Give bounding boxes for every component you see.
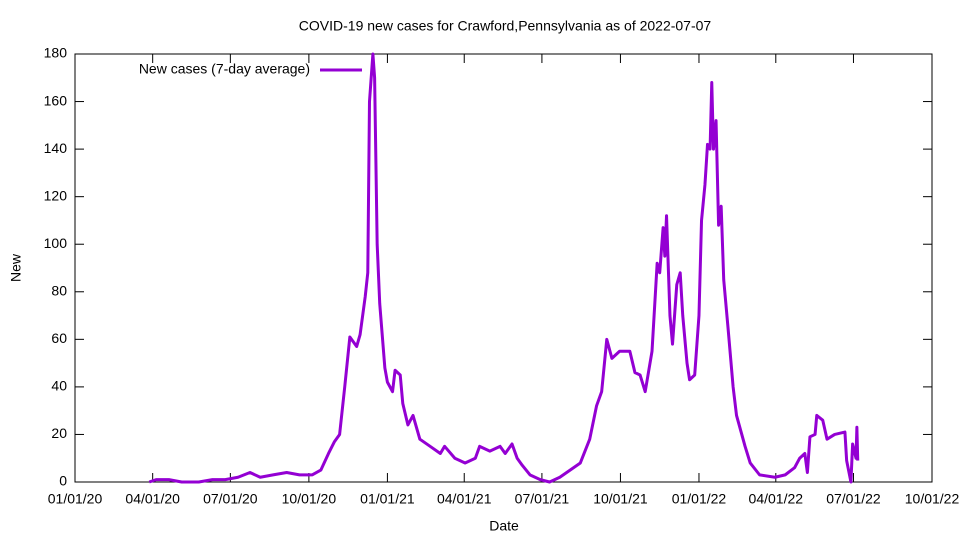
y-tick-label: 60 bbox=[51, 330, 67, 346]
x-tick-label: 10/01/22 bbox=[905, 491, 960, 507]
legend-label: New cases (7-day average) bbox=[139, 61, 310, 77]
y-tick-label: 180 bbox=[44, 45, 68, 61]
y-axis-label: New bbox=[8, 253, 24, 282]
x-tick-label: 07/01/22 bbox=[826, 491, 881, 507]
chart-title: COVID-19 new cases for Crawford,Pennsylv… bbox=[299, 18, 712, 34]
x-tick-label: 04/01/20 bbox=[125, 491, 180, 507]
x-tick-label: 01/01/20 bbox=[48, 491, 103, 507]
x-tick-label: 10/01/21 bbox=[593, 491, 648, 507]
x-tick-label: 07/01/20 bbox=[203, 491, 258, 507]
x-tick-label: 04/01/22 bbox=[749, 491, 804, 507]
data-line bbox=[148, 52, 860, 484]
x-tick-label: 04/01/21 bbox=[437, 491, 492, 507]
y-tick-label: 120 bbox=[44, 187, 68, 203]
x-tick-label: 01/01/21 bbox=[360, 491, 415, 507]
x-tick-label: 07/01/21 bbox=[515, 491, 570, 507]
x-tick-label: 10/01/20 bbox=[282, 491, 337, 507]
y-tick-label: 80 bbox=[51, 282, 67, 298]
x-axis-label: Date bbox=[489, 518, 519, 534]
y-tick-label: 160 bbox=[44, 92, 68, 108]
x-tick-label: 01/01/22 bbox=[672, 491, 727, 507]
y-tick-label: 40 bbox=[51, 378, 67, 394]
y-tick-label: 0 bbox=[59, 473, 67, 489]
plot-frame bbox=[74, 53, 933, 483]
y-tick-label: 20 bbox=[51, 425, 67, 441]
y-tick-label: 140 bbox=[44, 140, 68, 156]
y-tick-label: 100 bbox=[44, 235, 68, 251]
